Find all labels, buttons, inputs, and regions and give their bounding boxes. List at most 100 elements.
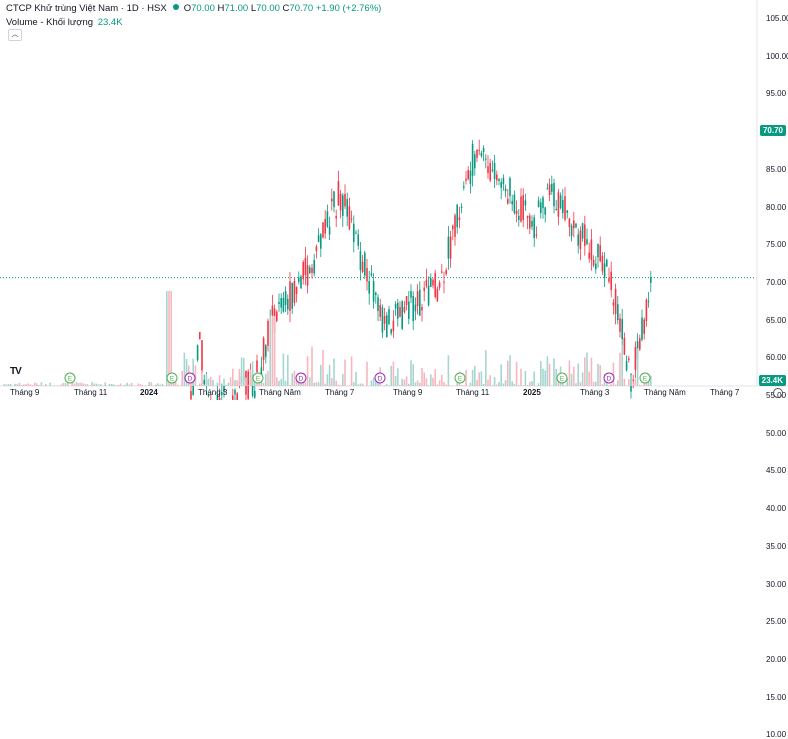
volume-bar bbox=[240, 357, 243, 386]
candle-body bbox=[553, 183, 555, 207]
candle-body bbox=[315, 246, 318, 252]
candle-body bbox=[632, 379, 634, 381]
volume-bar bbox=[111, 384, 113, 386]
volume-bar bbox=[361, 383, 364, 386]
volume-bar bbox=[227, 382, 230, 386]
candle-body bbox=[606, 259, 608, 267]
volume-bar bbox=[460, 385, 463, 386]
event-marker-label: D bbox=[299, 376, 304, 383]
candle-body bbox=[412, 295, 414, 322]
candle-body bbox=[489, 162, 491, 181]
chevron-up-icon[interactable]: ︿ bbox=[8, 29, 22, 41]
volume-bar bbox=[102, 385, 104, 386]
time-tick-label: Tháng 9 bbox=[393, 388, 423, 397]
volume-bar bbox=[205, 373, 208, 386]
candle-body bbox=[416, 291, 419, 307]
candle-body bbox=[537, 200, 540, 208]
candle-body bbox=[535, 234, 538, 236]
volume-bar bbox=[364, 385, 366, 386]
volume-bar bbox=[73, 383, 76, 386]
candle-body bbox=[436, 288, 439, 302]
candle-body bbox=[504, 188, 507, 192]
low-value: 70.00 bbox=[256, 3, 280, 14]
candle-body bbox=[443, 281, 445, 283]
candle-body bbox=[199, 332, 201, 340]
volume-bar bbox=[31, 385, 34, 386]
volume-bar bbox=[9, 384, 12, 386]
tradingview-logo[interactable]: TV bbox=[10, 366, 22, 377]
candle-body bbox=[465, 178, 467, 181]
volume-bar bbox=[93, 383, 95, 386]
volume-bar bbox=[551, 385, 553, 386]
candle-body bbox=[590, 239, 593, 260]
candle-body bbox=[546, 188, 549, 190]
volume-bar bbox=[372, 377, 375, 386]
volume-bar bbox=[232, 368, 234, 386]
volume-bar bbox=[243, 357, 245, 386]
volume-bar bbox=[337, 384, 340, 386]
candle-body bbox=[608, 278, 610, 282]
volume-bar bbox=[533, 371, 535, 386]
candle-body bbox=[399, 307, 401, 317]
volume-bar bbox=[289, 385, 291, 386]
volume-bar bbox=[194, 365, 197, 386]
candle-body bbox=[247, 371, 249, 399]
candle-body bbox=[284, 290, 287, 305]
volume-bar bbox=[342, 374, 344, 386]
volume-bar bbox=[262, 382, 265, 386]
settings-icon[interactable] bbox=[773, 388, 783, 398]
volume-bar bbox=[471, 369, 474, 386]
volume-bar bbox=[150, 382, 153, 386]
volume-bar bbox=[218, 375, 221, 386]
candle-body bbox=[555, 208, 557, 211]
candle-body bbox=[529, 215, 531, 229]
volume-bar bbox=[350, 356, 353, 386]
volume-bar bbox=[628, 379, 630, 386]
volume-bar bbox=[306, 356, 309, 386]
price-tick-label: 45.00 bbox=[766, 466, 787, 476]
volume-bar bbox=[38, 385, 40, 386]
volume-bar bbox=[287, 354, 289, 386]
volume-bar bbox=[592, 381, 595, 386]
volume-bar bbox=[113, 384, 115, 386]
candle-body bbox=[531, 220, 533, 227]
volume-bar bbox=[212, 380, 214, 386]
volume-bar bbox=[614, 384, 617, 386]
volume-bar bbox=[621, 346, 623, 386]
volume-bar bbox=[491, 385, 494, 386]
candle-body bbox=[322, 222, 324, 238]
volume-bar bbox=[20, 385, 23, 386]
volume-bar bbox=[7, 384, 10, 386]
candle-body bbox=[619, 318, 621, 332]
volume-bar bbox=[293, 370, 296, 386]
volume-bar bbox=[168, 291, 170, 386]
volume-bar bbox=[71, 382, 73, 386]
volume-bar bbox=[546, 356, 549, 386]
volume-bar bbox=[636, 348, 639, 386]
volume-bar bbox=[122, 385, 124, 386]
candle-body bbox=[260, 367, 263, 375]
candle-body bbox=[309, 267, 311, 274]
candle-body bbox=[366, 267, 368, 282]
volume-bar bbox=[60, 384, 62, 386]
event-marker-label: D bbox=[607, 376, 612, 383]
event-marker bbox=[295, 372, 307, 384]
candle-body bbox=[463, 186, 465, 188]
candle-body bbox=[337, 181, 340, 206]
candle-body bbox=[491, 169, 494, 171]
price-tick-label: 30.00 bbox=[766, 579, 787, 589]
candle-body bbox=[542, 197, 544, 209]
volume-bar bbox=[203, 385, 205, 386]
symbol-title: CTCP Khử trùng Việt Nam · 1D · HSX bbox=[6, 3, 167, 14]
volume-bar bbox=[133, 385, 135, 386]
candle-body bbox=[467, 170, 469, 180]
candle-body bbox=[421, 306, 423, 311]
candle-body bbox=[586, 239, 588, 244]
candle-body bbox=[515, 210, 518, 215]
volume-bar bbox=[89, 385, 91, 386]
volume-bar bbox=[298, 381, 300, 386]
volume-bar bbox=[291, 373, 293, 386]
price-tick-label: 80.00 bbox=[766, 202, 787, 212]
candle-body bbox=[575, 223, 577, 228]
